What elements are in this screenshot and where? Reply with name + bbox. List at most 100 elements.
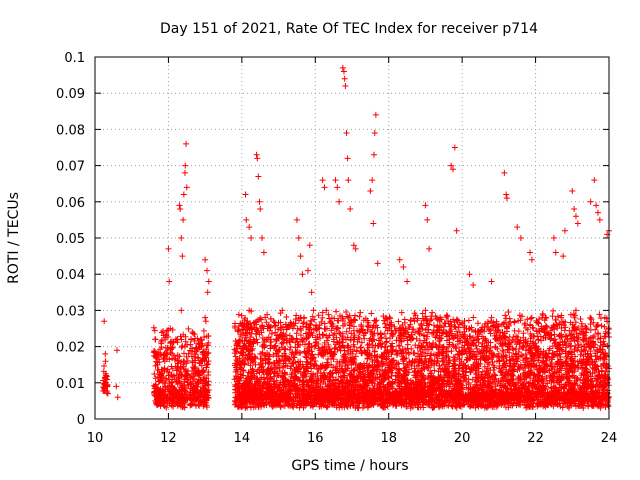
density-point <box>549 313 556 320</box>
density-point <box>190 330 197 337</box>
density-point <box>192 387 199 394</box>
density-point <box>192 357 199 364</box>
density-point <box>179 342 186 349</box>
density-point <box>195 376 202 383</box>
density-point <box>312 342 319 349</box>
density-point <box>160 332 167 339</box>
density-point <box>203 333 210 340</box>
density-point <box>357 309 364 316</box>
density-point <box>451 323 458 330</box>
density-point <box>319 314 326 321</box>
y-tick-label: 0.01 <box>56 377 85 392</box>
density-point <box>185 371 192 378</box>
density-point <box>200 355 207 362</box>
density-point <box>197 360 204 367</box>
density-point <box>153 350 160 357</box>
y-tick-label: 0 <box>77 413 85 428</box>
density-point <box>596 311 603 318</box>
density-point <box>163 395 170 402</box>
density-point <box>177 366 184 373</box>
density-point <box>178 344 185 351</box>
density-point <box>152 354 159 361</box>
density-point <box>182 338 189 345</box>
density-point <box>183 353 190 360</box>
density-point <box>368 310 375 317</box>
density-point <box>189 397 196 404</box>
density-point <box>302 353 309 360</box>
density-point <box>201 385 208 392</box>
density-point <box>169 392 176 399</box>
density-point <box>177 370 184 377</box>
density-point <box>197 390 204 397</box>
x-tick-label: 22 <box>527 431 544 446</box>
density-point <box>188 336 195 343</box>
x-tick-label: 24 <box>601 431 618 446</box>
density-point <box>152 375 159 382</box>
density-point <box>318 318 325 325</box>
density-point <box>550 307 557 314</box>
y-tick-label: 0.07 <box>56 160 85 175</box>
density-point <box>174 402 181 409</box>
y-tick-label: 0.09 <box>56 87 85 102</box>
density-point <box>158 329 165 336</box>
density-point <box>516 312 523 319</box>
x-tick-label: 16 <box>307 431 324 446</box>
density-point <box>293 335 300 342</box>
density-point <box>150 324 157 331</box>
density-point <box>196 359 203 366</box>
density-point <box>182 333 189 340</box>
y-tick-labels: 00.010.020.030.040.050.060.070.080.090.1 <box>56 51 85 428</box>
density-point <box>158 366 165 373</box>
x-tick-label: 10 <box>87 431 104 446</box>
density-point <box>178 396 185 403</box>
density-point <box>160 402 167 409</box>
density-point <box>473 345 480 352</box>
density-point <box>164 327 171 334</box>
x-tick-label: 14 <box>234 431 251 446</box>
density-point <box>378 334 385 341</box>
density-point <box>336 329 343 336</box>
density-point <box>187 401 194 408</box>
density-point <box>154 393 161 400</box>
density-point <box>194 383 201 390</box>
density-point <box>204 361 211 367</box>
density-point <box>101 363 108 370</box>
density-point <box>567 332 574 339</box>
density-point <box>309 313 316 320</box>
y-tick-label: 0.03 <box>56 304 85 319</box>
x-tick-label: 12 <box>160 431 177 446</box>
density-point <box>196 402 203 409</box>
x-tick-label: 20 <box>454 431 471 446</box>
density-point <box>169 379 176 386</box>
density-point <box>160 328 167 335</box>
y-tick-label: 0.1 <box>64 51 85 66</box>
density-point <box>177 401 184 408</box>
density-point <box>200 401 207 408</box>
y-tick-label: 0.04 <box>56 268 85 283</box>
density-point <box>548 332 555 339</box>
density-point <box>311 316 318 323</box>
density-point <box>474 320 481 327</box>
y-tick-label: 0.02 <box>56 341 85 356</box>
density-point <box>567 311 574 318</box>
density-point <box>104 376 111 383</box>
density-point <box>157 351 164 358</box>
density-point <box>205 378 212 385</box>
density-point <box>160 356 167 363</box>
density-point <box>185 382 192 389</box>
density-point <box>162 344 169 351</box>
density-point <box>200 327 207 334</box>
density-point <box>334 324 341 331</box>
density-point <box>161 384 168 391</box>
density-point <box>161 392 168 399</box>
density-point <box>286 332 293 339</box>
density-point <box>169 344 176 351</box>
y-tick-label: 0.05 <box>56 232 85 247</box>
density-point <box>194 346 201 353</box>
density-point <box>199 356 206 363</box>
density-point <box>201 349 208 356</box>
density-point <box>163 404 170 411</box>
density-point <box>192 351 199 358</box>
density-point <box>158 338 165 345</box>
